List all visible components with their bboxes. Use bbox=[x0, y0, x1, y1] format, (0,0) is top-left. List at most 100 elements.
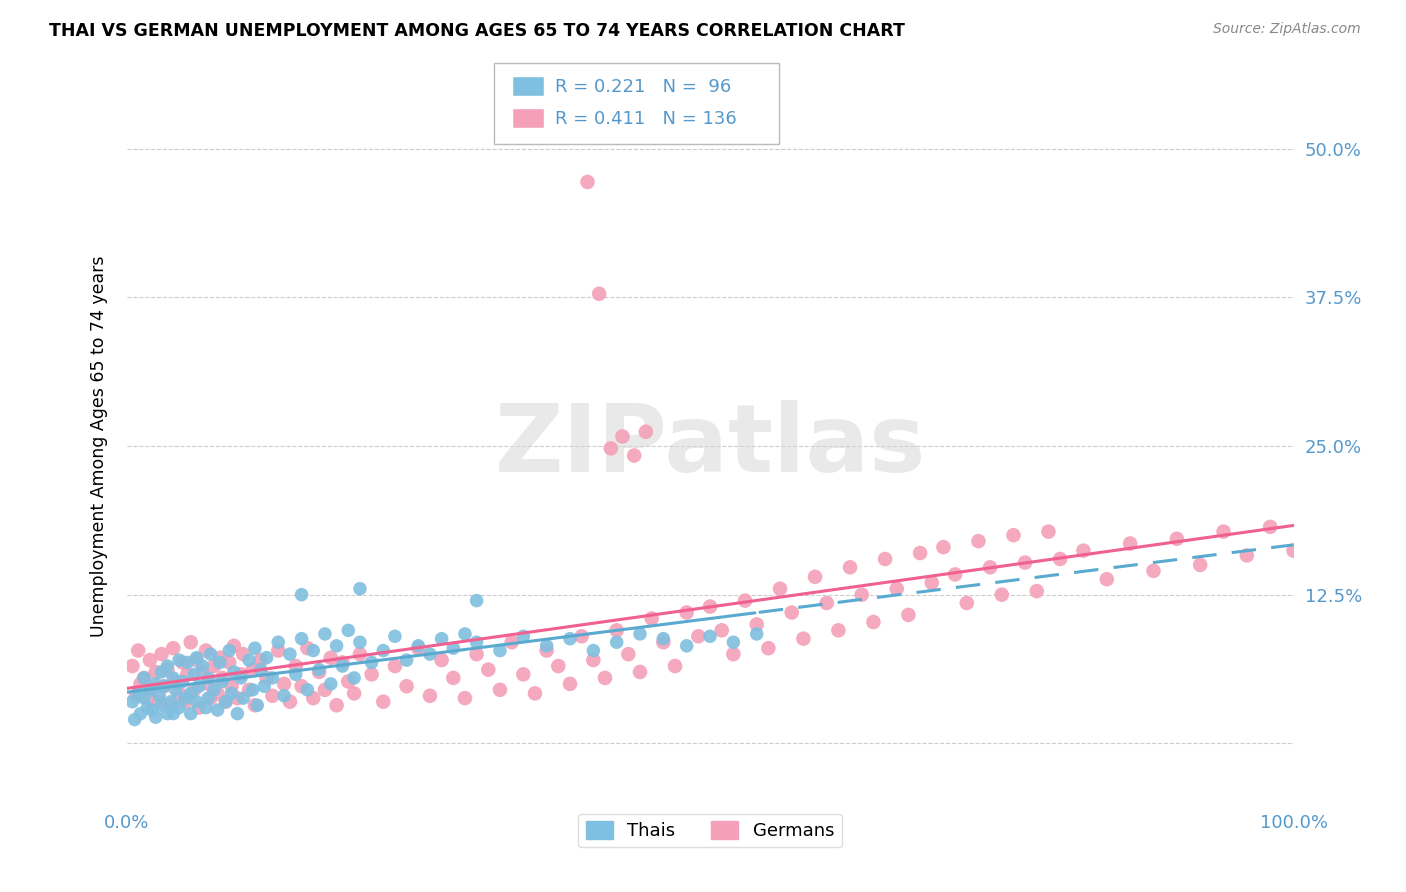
Point bbox=[145, 710, 167, 724]
Point bbox=[187, 679, 209, 693]
Point bbox=[145, 677, 167, 691]
Point bbox=[512, 629, 534, 643]
Point bbox=[180, 635, 202, 649]
Point bbox=[558, 677, 581, 691]
Point bbox=[215, 695, 238, 709]
Point bbox=[688, 629, 710, 643]
Point bbox=[211, 674, 233, 689]
Point bbox=[150, 698, 173, 713]
Point bbox=[162, 706, 184, 721]
Point bbox=[202, 659, 225, 673]
Point bbox=[226, 691, 249, 706]
Point bbox=[623, 449, 645, 463]
Point bbox=[124, 713, 146, 727]
Point bbox=[273, 677, 295, 691]
Point bbox=[194, 700, 217, 714]
Point bbox=[337, 624, 360, 638]
Point bbox=[1236, 549, 1258, 563]
Point bbox=[384, 659, 406, 673]
Point bbox=[921, 575, 943, 590]
Point bbox=[162, 641, 184, 656]
Point bbox=[207, 703, 229, 717]
Point bbox=[851, 588, 873, 602]
Point bbox=[278, 647, 301, 661]
Point bbox=[232, 647, 254, 661]
Point bbox=[582, 653, 605, 667]
Point bbox=[1025, 584, 1047, 599]
Point bbox=[208, 656, 231, 670]
Y-axis label: Unemployment Among Ages 65 to 74 years: Unemployment Among Ages 65 to 74 years bbox=[90, 255, 108, 637]
Point bbox=[267, 643, 290, 657]
Point bbox=[501, 635, 523, 649]
Point bbox=[343, 671, 366, 685]
Point bbox=[141, 703, 163, 717]
Point bbox=[176, 667, 198, 681]
Point bbox=[430, 632, 453, 646]
Point bbox=[125, 689, 148, 703]
Point bbox=[1014, 556, 1036, 570]
Text: R = 0.221   N =  96: R = 0.221 N = 96 bbox=[555, 78, 731, 95]
Point bbox=[943, 567, 966, 582]
Point bbox=[183, 682, 205, 697]
Point bbox=[284, 659, 307, 673]
Point bbox=[454, 691, 477, 706]
Point bbox=[582, 643, 605, 657]
Point bbox=[536, 643, 558, 657]
Point bbox=[612, 429, 634, 443]
Point bbox=[465, 635, 488, 649]
Point bbox=[200, 691, 222, 706]
Point bbox=[419, 647, 441, 661]
Point bbox=[756, 641, 779, 656]
Point bbox=[308, 663, 330, 677]
Point bbox=[547, 659, 569, 673]
Point bbox=[332, 656, 354, 670]
Point bbox=[200, 647, 222, 661]
Point bbox=[1282, 543, 1305, 558]
Point bbox=[1258, 520, 1281, 534]
Point bbox=[267, 635, 290, 649]
Point bbox=[349, 647, 371, 661]
Point bbox=[1049, 552, 1071, 566]
Point bbox=[314, 627, 336, 641]
Point bbox=[132, 671, 155, 685]
Point bbox=[297, 641, 319, 656]
Point bbox=[191, 665, 214, 679]
Point bbox=[176, 656, 198, 670]
Point bbox=[246, 698, 269, 713]
Point bbox=[165, 674, 187, 689]
Point bbox=[132, 671, 155, 685]
Point bbox=[628, 627, 651, 641]
Point bbox=[308, 665, 330, 679]
Point bbox=[136, 691, 159, 706]
Point bbox=[373, 643, 395, 657]
Point bbox=[990, 588, 1012, 602]
Point bbox=[167, 653, 190, 667]
Point bbox=[1073, 543, 1095, 558]
Point bbox=[284, 667, 307, 681]
Point bbox=[699, 629, 721, 643]
Point bbox=[256, 671, 278, 685]
Point bbox=[229, 667, 252, 681]
Point bbox=[606, 624, 628, 638]
Point bbox=[162, 671, 184, 685]
Point bbox=[1038, 524, 1060, 539]
Point bbox=[699, 599, 721, 614]
Point bbox=[349, 582, 371, 596]
Point bbox=[243, 641, 266, 656]
Point bbox=[723, 647, 745, 661]
Point bbox=[139, 682, 162, 697]
Point bbox=[1166, 532, 1188, 546]
Point bbox=[218, 643, 240, 657]
Point bbox=[238, 682, 260, 697]
Point bbox=[232, 691, 254, 706]
Point bbox=[827, 624, 849, 638]
Point bbox=[174, 691, 197, 706]
Point bbox=[238, 653, 260, 667]
Point bbox=[419, 689, 441, 703]
Point bbox=[242, 663, 264, 677]
Point bbox=[187, 700, 209, 714]
Point bbox=[862, 615, 884, 629]
Point bbox=[804, 570, 827, 584]
Point bbox=[191, 659, 214, 673]
Point bbox=[408, 641, 430, 656]
